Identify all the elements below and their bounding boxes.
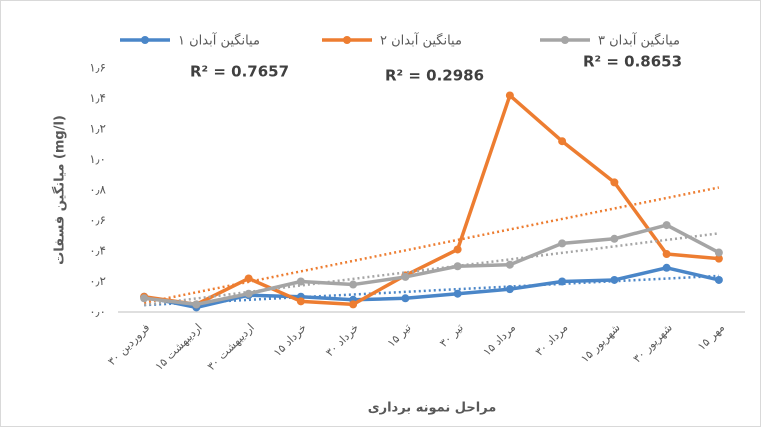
trendline xyxy=(144,274,719,307)
data-point xyxy=(296,277,305,286)
y-axis-label: میانگین فسفات (mg/l) xyxy=(52,115,68,265)
data-point xyxy=(505,285,514,294)
y-tick-label: ۰٫۸ xyxy=(89,183,106,197)
annotation: R² = 0.7657 xyxy=(190,63,289,81)
data-point xyxy=(192,300,201,309)
legend-marker xyxy=(561,36,569,44)
data-point xyxy=(349,300,358,309)
data-point xyxy=(453,289,462,298)
data-point xyxy=(558,239,567,248)
legend-marker xyxy=(141,36,149,44)
annotation: R² = 0.2986 xyxy=(385,67,484,85)
x-axis-label: مراحل نمونه برداری xyxy=(368,401,497,416)
data-point xyxy=(140,294,149,303)
data-point xyxy=(662,221,671,230)
data-point xyxy=(714,248,723,257)
series-line xyxy=(143,93,720,307)
data-point xyxy=(296,297,305,306)
data-point xyxy=(505,91,514,100)
legend-label: میانگین آبدان ۱ xyxy=(178,32,260,49)
y-tick-label: ۰٫۶ xyxy=(89,213,106,227)
y-tick-label: ۱٫۲ xyxy=(89,122,106,136)
data-point xyxy=(244,289,253,298)
data-point xyxy=(244,274,253,283)
data-point xyxy=(610,234,619,243)
annotation: R² = 0.8653 xyxy=(583,53,682,71)
data-point xyxy=(714,275,723,284)
data-point xyxy=(558,137,567,146)
y-tick-label: ۱٫۶ xyxy=(89,61,106,75)
legend-label: میانگین آبدان ۳ xyxy=(598,32,680,49)
data-point xyxy=(505,260,514,269)
data-point xyxy=(714,254,723,263)
data-point xyxy=(453,262,462,271)
data-point xyxy=(401,272,410,281)
legend-label: میانگین آبدان ۲ xyxy=(380,32,462,49)
y-tick-label: ۰٫۴ xyxy=(89,244,106,258)
y-tick-label: ۱٫۴ xyxy=(89,91,106,105)
data-point xyxy=(610,275,619,284)
data-point xyxy=(401,294,410,303)
y-tick-label: ۰٫۲ xyxy=(89,274,106,288)
legend-marker xyxy=(343,36,351,44)
trendline xyxy=(143,232,720,307)
y-tick-label: ۱٫۰ xyxy=(89,152,106,166)
chart-frame xyxy=(0,0,761,427)
data-point xyxy=(558,277,567,286)
data-point xyxy=(662,250,671,259)
y-tick-label: ۰٫۰ xyxy=(89,305,106,319)
data-point xyxy=(453,245,462,254)
series-line xyxy=(143,223,720,307)
data-point xyxy=(349,280,358,289)
data-point xyxy=(610,178,619,187)
data-point xyxy=(662,263,671,272)
